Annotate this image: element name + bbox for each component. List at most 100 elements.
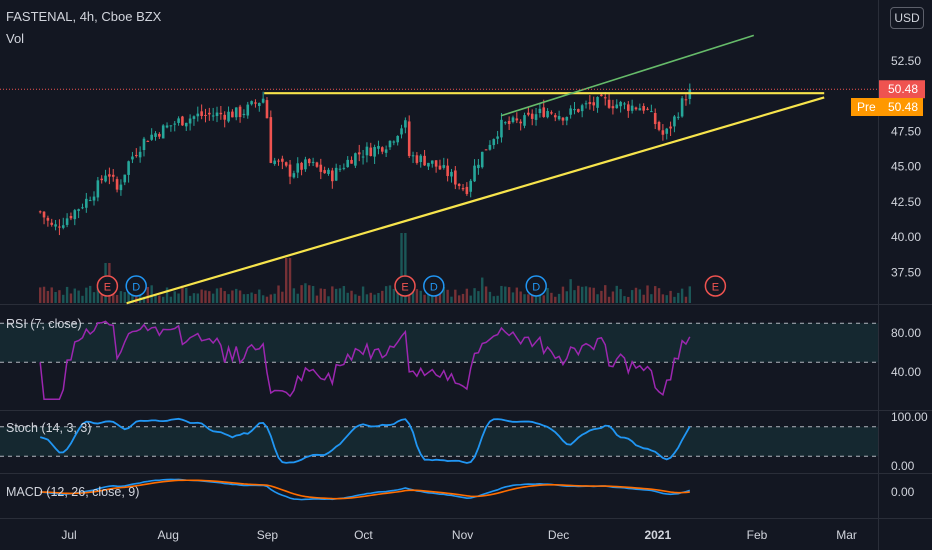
candle-body xyxy=(50,222,54,225)
x-axis-tick: Dec xyxy=(548,528,569,542)
volume-bar xyxy=(281,291,284,303)
candle-body xyxy=(92,196,96,201)
volume-bar xyxy=(504,286,507,303)
candle-body xyxy=(38,211,42,213)
candle-body xyxy=(665,128,669,134)
volume-bar xyxy=(454,289,457,303)
volume-bar xyxy=(112,291,115,303)
candle-body xyxy=(530,113,534,119)
volume-bar xyxy=(285,258,288,303)
volume-bar xyxy=(546,287,549,303)
volume-bar xyxy=(419,290,422,303)
candle-body xyxy=(223,114,227,120)
volume-bar xyxy=(288,258,292,303)
volume-bar xyxy=(338,288,342,303)
stoch-label: Stoch (14, 3, 3) xyxy=(6,421,92,435)
candle-body xyxy=(54,224,57,227)
volume-bar xyxy=(92,292,96,303)
volume-bar xyxy=(350,290,353,303)
candle-body xyxy=(450,171,453,177)
candle-body xyxy=(634,107,638,110)
candle-body xyxy=(527,112,530,115)
macd-signal-line xyxy=(40,479,690,500)
x-axis-tick: 2021 xyxy=(644,528,671,542)
candle-body xyxy=(427,162,430,167)
candle-body xyxy=(208,112,211,115)
volume-bar xyxy=(258,289,261,303)
candle-body xyxy=(215,112,219,117)
volume-bar xyxy=(358,295,361,303)
candle-body xyxy=(81,207,84,209)
price-tick: 42.50 xyxy=(891,195,921,209)
candle-body xyxy=(192,116,196,119)
candle-body xyxy=(626,104,630,111)
volume-bar xyxy=(211,293,215,303)
candle-body xyxy=(234,107,238,118)
candle-body xyxy=(188,118,192,124)
macd-label: MACD (12, 26, close, 9) xyxy=(6,485,140,499)
volume-bar xyxy=(165,287,169,303)
candle-body xyxy=(254,102,257,104)
candle-body xyxy=(600,94,603,97)
candle-body xyxy=(334,167,338,181)
price-tick: 37.50 xyxy=(891,265,921,279)
volume-bar xyxy=(392,288,396,303)
volume-bar xyxy=(265,296,269,303)
candle-body xyxy=(580,105,584,112)
candle-body xyxy=(350,159,353,164)
candle-body xyxy=(407,121,411,156)
candle-body xyxy=(588,102,592,105)
earnings-marker-label: E xyxy=(401,282,408,294)
volume-bar xyxy=(588,287,592,303)
volume-bar xyxy=(50,287,53,303)
volume-bar xyxy=(162,296,165,303)
volume-bar xyxy=(415,289,419,303)
candle-body xyxy=(257,102,261,106)
volume-bar xyxy=(469,295,472,303)
candle-body xyxy=(131,156,134,160)
volume-bar xyxy=(181,285,184,303)
candle-body xyxy=(369,147,373,156)
volume-bar xyxy=(561,286,565,303)
volume-bar xyxy=(119,291,123,303)
volume-bar xyxy=(607,296,611,303)
volume-bar xyxy=(150,285,153,303)
candle-body xyxy=(400,128,403,135)
candle-body xyxy=(603,97,607,99)
price-tick: 40.00 xyxy=(891,230,921,244)
volume-bar xyxy=(223,291,226,303)
earnings-marker xyxy=(704,275,727,297)
volume-bar xyxy=(261,295,265,303)
volume-bar xyxy=(308,285,311,303)
candle-body xyxy=(146,140,150,142)
earnings-marker-label: E xyxy=(104,282,111,294)
candle-body xyxy=(142,138,146,150)
candle-body xyxy=(323,170,326,174)
candle-body xyxy=(488,144,492,150)
candle-body xyxy=(284,162,288,166)
volume-bar xyxy=(154,294,157,303)
volume-bar xyxy=(227,294,230,303)
volume-bar xyxy=(204,290,207,303)
candle-body xyxy=(104,175,107,182)
volume-bar xyxy=(477,291,480,303)
candle-body xyxy=(584,103,588,105)
candle-body xyxy=(127,161,130,175)
candle-body xyxy=(161,125,165,139)
pre-market-value: 50.48 xyxy=(888,100,918,114)
candle-body xyxy=(477,164,480,169)
currency-button[interactable]: USD xyxy=(890,7,924,29)
volume-bar xyxy=(246,294,249,303)
candle-body xyxy=(346,159,350,168)
candle-body xyxy=(304,159,307,170)
candle-body xyxy=(492,139,496,146)
volume-bar xyxy=(427,289,430,303)
volume-bar xyxy=(500,285,503,303)
volume-bar xyxy=(177,293,180,303)
stoch-tick: 0.00 xyxy=(891,459,915,473)
candle-body xyxy=(204,114,207,116)
volume-bar xyxy=(158,295,161,303)
candle-body xyxy=(196,113,200,117)
volume-bar xyxy=(300,285,303,303)
